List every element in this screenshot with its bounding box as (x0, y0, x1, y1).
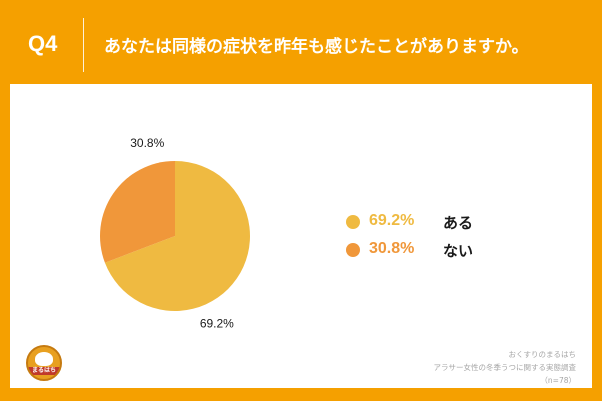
pie-slice-1 (100, 161, 175, 263)
legend-label-aru: ある (443, 214, 474, 232)
header-divider (83, 18, 84, 72)
legend-label-nai: ない (443, 242, 474, 260)
chart-panel: 69.2% 30.8% 69.2% ある 30.8% ない まるはち おくすりのま… (10, 84, 592, 388)
legend-value-nai: 30.8% (369, 240, 415, 257)
legend-swatch-aru (346, 215, 360, 229)
logo-band (28, 367, 60, 375)
question-text: あなたは同様の症状を昨年も感じたことがありますか。 (104, 37, 529, 57)
legend-item-nai: 30.8% ない (343, 236, 543, 264)
mascot-face (35, 352, 53, 366)
pie-slice-0 (104, 161, 251, 311)
chart-legend: 69.2% ある 30.8% ない (343, 208, 543, 264)
header: Q4 あなたは同様の症状を昨年も感じたことがありますか。 (0, 0, 602, 84)
source-line-1: おくすりのまるはち (508, 350, 577, 359)
legend-value-aru: 69.2% (369, 212, 415, 229)
question-number: Q4 (28, 31, 58, 56)
sample-size: （n=78） (540, 376, 576, 385)
legend-swatch-nai (346, 243, 360, 257)
pie-data-label-1: 30.8% (130, 136, 164, 150)
logo-text: まるはち (31, 367, 56, 374)
legend-item-aru: 69.2% ある (343, 208, 543, 236)
pie-chart: 69.2% 30.8% (100, 136, 251, 331)
pie-data-label-0: 69.2% (200, 317, 234, 331)
source-line-2: アラサー女性の冬季うつに関する実態調査 (433, 363, 577, 372)
source-note: おくすりのまるはち アラサー女性の冬季うつに関する実態調査 （n=78） (434, 348, 577, 387)
pharmacy-mascot-logo-icon: まるはち (26, 345, 62, 381)
